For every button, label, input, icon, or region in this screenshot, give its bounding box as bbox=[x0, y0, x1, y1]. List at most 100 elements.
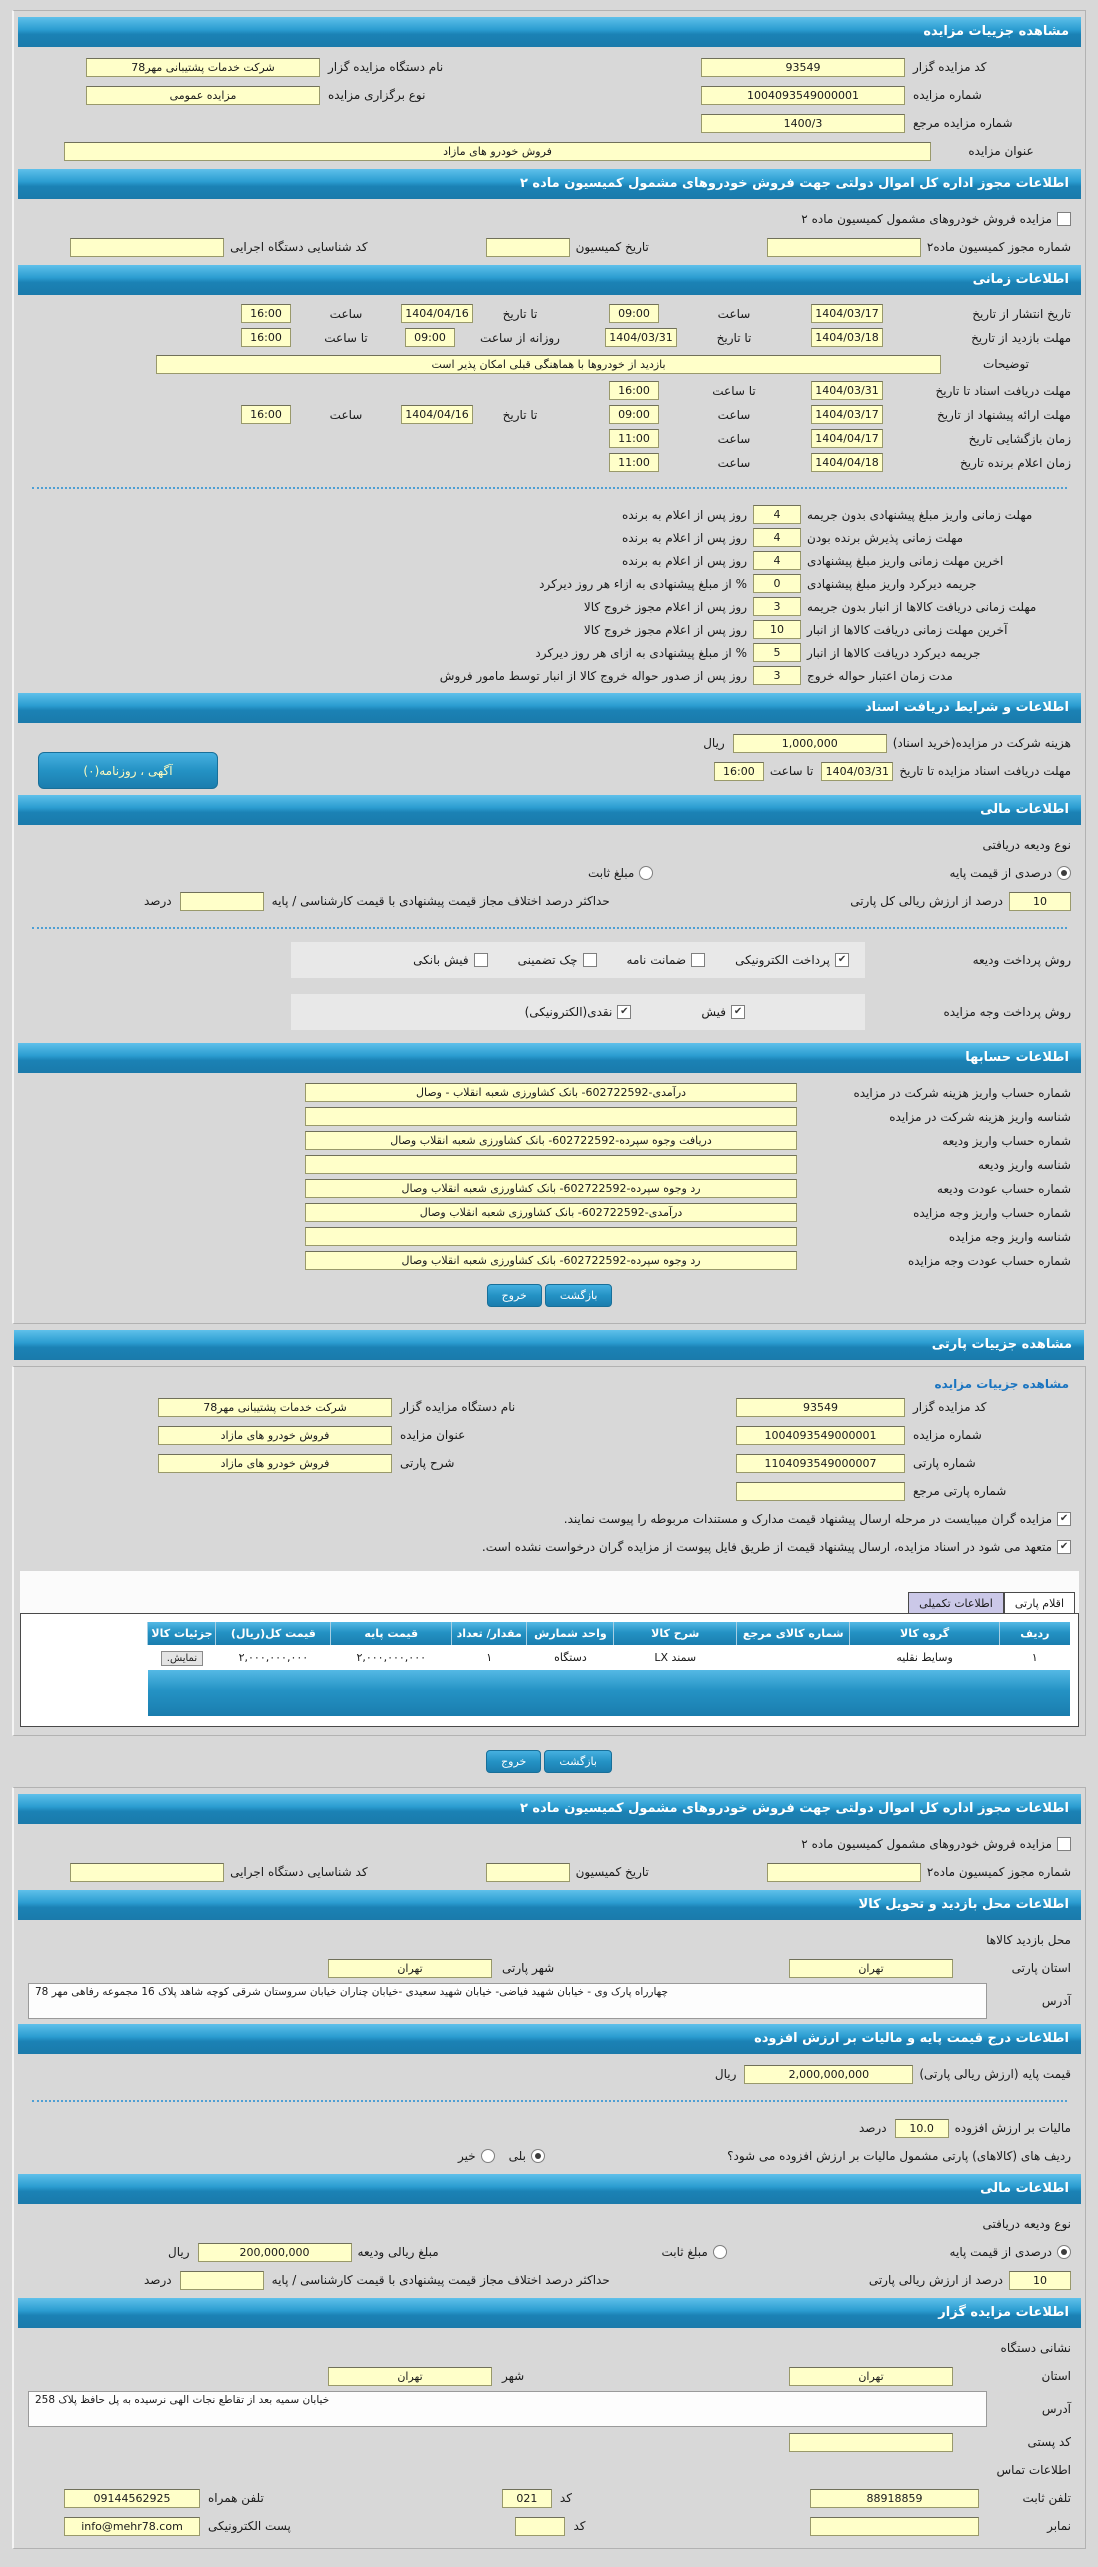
percent-of-base-radio[interactable] bbox=[1057, 866, 1071, 880]
commission-date-field[interactable] bbox=[485, 237, 570, 257]
attach-docs-checkbox[interactable] bbox=[1057, 1512, 1071, 1526]
party-auction-title-field[interactable]: فروش خودرو های مازاد bbox=[158, 1425, 392, 1445]
party-auction-number-field[interactable]: 1004093549000001 bbox=[736, 1425, 905, 1445]
offer-from-time-field[interactable]: 09:00 bbox=[609, 405, 659, 424]
publish-to-time-field[interactable]: 16:00 bbox=[241, 304, 291, 323]
doc-deadline-date-field[interactable]: 1404/03/31 bbox=[821, 761, 894, 781]
party-ref-field[interactable] bbox=[736, 1481, 905, 1501]
late-deposit-penalty-field[interactable]: 0 bbox=[753, 574, 801, 593]
tab-additional-info[interactable]: اطلاعات تکمیلی bbox=[908, 1592, 1004, 1613]
doc-fee-field[interactable]: 1,000,000 bbox=[732, 733, 887, 753]
base-price-field[interactable]: 2,000,000,000 bbox=[744, 2064, 914, 2084]
bank-slip-checkbox[interactable] bbox=[473, 953, 488, 967]
last-pickup-field[interactable]: 10 bbox=[753, 620, 801, 639]
opening-time-field[interactable]: 11:00 bbox=[609, 429, 659, 448]
guarantee-checkbox[interactable] bbox=[691, 953, 706, 967]
auction-return-account-field[interactable]: رد وجوه سپرده-602722592- بانک کشاورزی شع… bbox=[305, 1251, 797, 1270]
no-file-request-checkbox[interactable] bbox=[1057, 1540, 1071, 1554]
fax-field[interactable] bbox=[810, 2516, 979, 2536]
party-province-field[interactable]: تهران bbox=[789, 1958, 953, 1978]
visit-daily-to-field[interactable]: 16:00 bbox=[241, 328, 291, 347]
email-field[interactable]: info@mehr78.com bbox=[64, 2516, 200, 2536]
postal-code-field[interactable] bbox=[789, 2432, 953, 2452]
auction-code-field[interactable]: 93549 bbox=[701, 57, 905, 77]
article2-checkbox-2[interactable] bbox=[1057, 1837, 1071, 1851]
exit-button[interactable]: خروج bbox=[486, 1284, 542, 1307]
deposit-id-field[interactable] bbox=[305, 1155, 797, 1174]
article2-checkbox[interactable] bbox=[1057, 212, 1071, 226]
fee-id-field[interactable] bbox=[305, 1107, 797, 1126]
auction-number-field[interactable]: 1004093549000001 bbox=[701, 85, 905, 105]
docs-deadline-time-field[interactable]: 16:00 bbox=[609, 381, 659, 400]
offer-to-time-field[interactable]: 16:00 bbox=[241, 405, 291, 424]
phone-field[interactable]: 88918859 bbox=[810, 2488, 979, 2508]
fixed-amount-radio-2[interactable] bbox=[712, 2245, 727, 2259]
bidder-address-field[interactable]: خیابان سمیه بعد از تقاطع نجات الهی نرسید… bbox=[28, 2391, 987, 2427]
auction-ref-field[interactable]: 1400/3 bbox=[701, 113, 905, 133]
permit-number-field[interactable] bbox=[766, 237, 921, 257]
deposit-return-account-field[interactable]: رد وجوه سپرده-602722592- بانک کشاورزی شع… bbox=[305, 1179, 797, 1198]
party-desc-field[interactable]: فروش خودرو های مازاد bbox=[158, 1453, 392, 1473]
accept-winner-field[interactable]: 4 bbox=[753, 528, 801, 547]
fax-code-field[interactable] bbox=[515, 2516, 566, 2536]
cash-electronic-checkbox[interactable] bbox=[617, 1005, 632, 1019]
auction-pay-id-field[interactable] bbox=[305, 1227, 797, 1246]
deposit-account-field[interactable]: دریافت وجوه سپرده-602722592- بانک کشاورز… bbox=[305, 1131, 797, 1150]
exec-agency-code-field[interactable] bbox=[70, 237, 225, 257]
fee-account-field[interactable]: درآمدی-602722592- بانک کشاورزی شعبه انقل… bbox=[305, 1083, 797, 1102]
ads-newspaper-button[interactable]: آگهی ، روزنامه(۰) bbox=[38, 752, 218, 789]
publish-from-date-field[interactable]: 1404/03/17 bbox=[811, 304, 883, 323]
last-deposit-field[interactable]: 4 bbox=[753, 551, 801, 570]
vat-field[interactable]: 10.0 bbox=[894, 2118, 949, 2138]
fixed-amount-radio[interactable] bbox=[639, 866, 654, 880]
deposit-percent-field[interactable]: 10 bbox=[1009, 891, 1071, 911]
party-auction-code-field[interactable]: 93549 bbox=[736, 1397, 905, 1417]
deposit-percent-field-2[interactable]: 10 bbox=[1009, 2270, 1071, 2290]
doc-deadline-time-field[interactable]: 16:00 bbox=[713, 761, 764, 781]
bidder-city-field[interactable]: تهران bbox=[328, 2366, 492, 2386]
deposit-nopenalty-field[interactable]: 4 bbox=[753, 505, 801, 524]
publish-from-time-field[interactable]: 09:00 bbox=[609, 304, 659, 323]
auction-pay-account-field[interactable]: درآمدی-602722592- بانک کشاورزی شعبه انقل… bbox=[305, 1203, 797, 1222]
exit-permit-validity-field[interactable]: 3 bbox=[753, 666, 801, 685]
max-diff-field[interactable] bbox=[179, 891, 264, 911]
party-address-field[interactable]: چهارراه پارک وی - خیابان شهید فیاضی- خیا… bbox=[28, 1983, 987, 2019]
commission-date-field-2[interactable] bbox=[485, 1862, 570, 1882]
pickup-nopenalty-field[interactable]: 3 bbox=[753, 597, 801, 616]
offer-to-date-field[interactable]: 1404/04/16 bbox=[401, 405, 473, 424]
epay-checkbox[interactable] bbox=[835, 953, 849, 967]
percent-of-base-radio-2[interactable] bbox=[1057, 2245, 1071, 2259]
vat-no-radio[interactable] bbox=[480, 2149, 495, 2163]
auction-type-field[interactable]: مزایده عمومی bbox=[86, 85, 320, 105]
party-number-field[interactable]: 1104093549000007 bbox=[736, 1453, 905, 1473]
bidder-province-field[interactable]: تهران bbox=[789, 2366, 953, 2386]
winner-announce-date-field[interactable]: 1404/04/18 bbox=[811, 453, 883, 472]
visit-from-date-field[interactable]: 1404/03/18 bbox=[811, 328, 883, 347]
opening-date-field[interactable]: 1404/04/17 bbox=[811, 429, 883, 448]
deposit-amount-field[interactable]: 200,000,000 bbox=[197, 2242, 352, 2262]
publish-to-date-field[interactable]: 1404/04/16 bbox=[401, 304, 473, 323]
party-org-field[interactable]: شرکت خدمات پشتیبانی مهر78 bbox=[158, 1397, 392, 1417]
certified-check-checkbox[interactable] bbox=[582, 953, 597, 967]
fish-checkbox[interactable] bbox=[731, 1005, 745, 1019]
permit-number-field-2[interactable] bbox=[766, 1862, 921, 1882]
docs-deadline-date-field[interactable]: 1404/03/31 bbox=[811, 381, 883, 400]
visit-to-date-field[interactable]: 1404/03/31 bbox=[605, 328, 677, 347]
back-button[interactable]: بازگشت bbox=[544, 1284, 613, 1307]
description-field[interactable]: بازدید از خودروها با هماهنگی قبلی امکان … bbox=[156, 354, 941, 374]
org-name-field[interactable]: شرکت خدمات پشتیبانی مهر78 bbox=[86, 57, 320, 77]
phone-code-field[interactable]: 021 bbox=[501, 2488, 552, 2508]
vat-yes-radio[interactable] bbox=[531, 2149, 545, 2163]
mobile-field[interactable]: 09144562925 bbox=[63, 2488, 200, 2508]
winner-announce-time-field[interactable]: 11:00 bbox=[609, 453, 659, 472]
offer-from-date-field[interactable]: 1404/03/17 bbox=[811, 405, 883, 424]
show-details-button[interactable]: نمایش. bbox=[160, 1651, 204, 1666]
auction-title-field[interactable]: فروش خودرو های مازاد bbox=[64, 141, 931, 161]
tab-party-items[interactable]: اقلام پارتی bbox=[1003, 1592, 1075, 1613]
party-city-field[interactable]: تهران bbox=[328, 1958, 492, 1978]
late-pickup-penalty-field[interactable]: 5 bbox=[753, 643, 801, 662]
visit-daily-from-field[interactable]: 09:00 bbox=[405, 328, 455, 347]
max-diff-field-2[interactable] bbox=[179, 2270, 264, 2290]
exec-agency-code-field-2[interactable] bbox=[70, 1862, 225, 1882]
back-button-2[interactable]: بازگشت bbox=[544, 1750, 612, 1773]
